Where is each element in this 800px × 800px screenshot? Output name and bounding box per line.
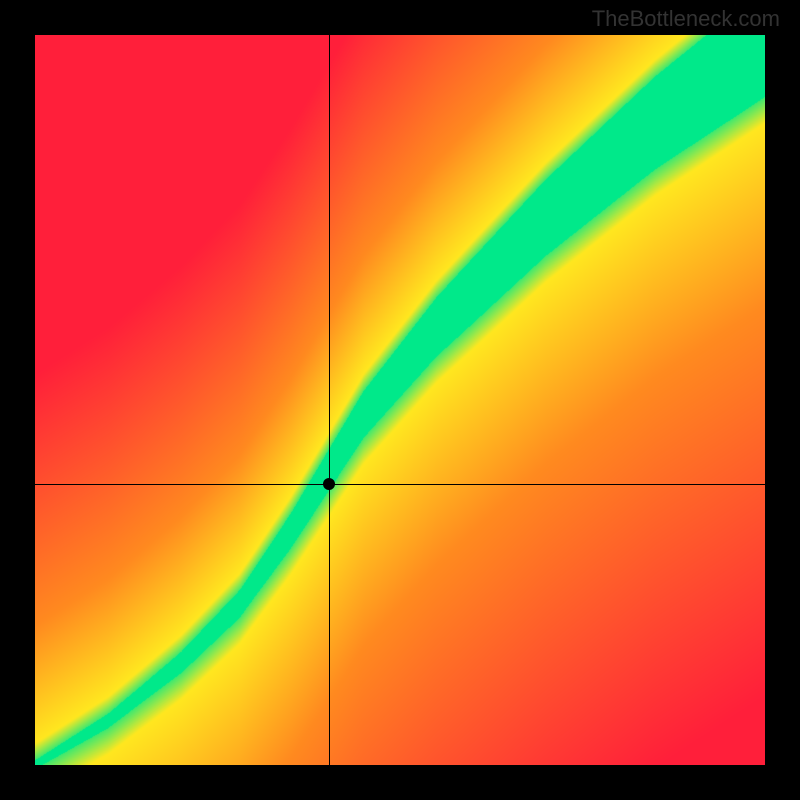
- crosshair-vertical: [329, 35, 330, 765]
- crosshair-marker: [323, 478, 335, 490]
- plot-area: [35, 35, 765, 765]
- heatmap-canvas: [35, 35, 765, 765]
- figure-container: TheBottleneck.com: [0, 0, 800, 800]
- watermark-text: TheBottleneck.com: [592, 6, 780, 32]
- crosshair-horizontal: [35, 484, 765, 485]
